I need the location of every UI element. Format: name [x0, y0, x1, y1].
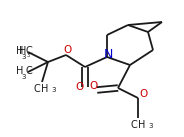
Text: 3: 3 [148, 123, 153, 129]
Text: O: O [90, 81, 98, 91]
Text: O: O [140, 89, 148, 99]
Text: H: H [19, 46, 26, 56]
Text: C: C [34, 84, 40, 94]
Text: 3: 3 [21, 74, 26, 80]
Text: 3: 3 [21, 54, 26, 60]
Text: N: N [103, 48, 113, 61]
Text: $_3$: $_3$ [26, 51, 31, 59]
Text: O: O [75, 82, 83, 92]
Text: C: C [131, 120, 137, 130]
Text: C: C [25, 46, 32, 56]
Text: H: H [16, 66, 23, 76]
Text: H: H [138, 120, 146, 130]
Text: O: O [64, 45, 72, 55]
Text: C: C [25, 66, 32, 76]
Text: H: H [16, 46, 23, 56]
Text: H: H [41, 84, 49, 94]
Text: 3: 3 [51, 87, 56, 93]
